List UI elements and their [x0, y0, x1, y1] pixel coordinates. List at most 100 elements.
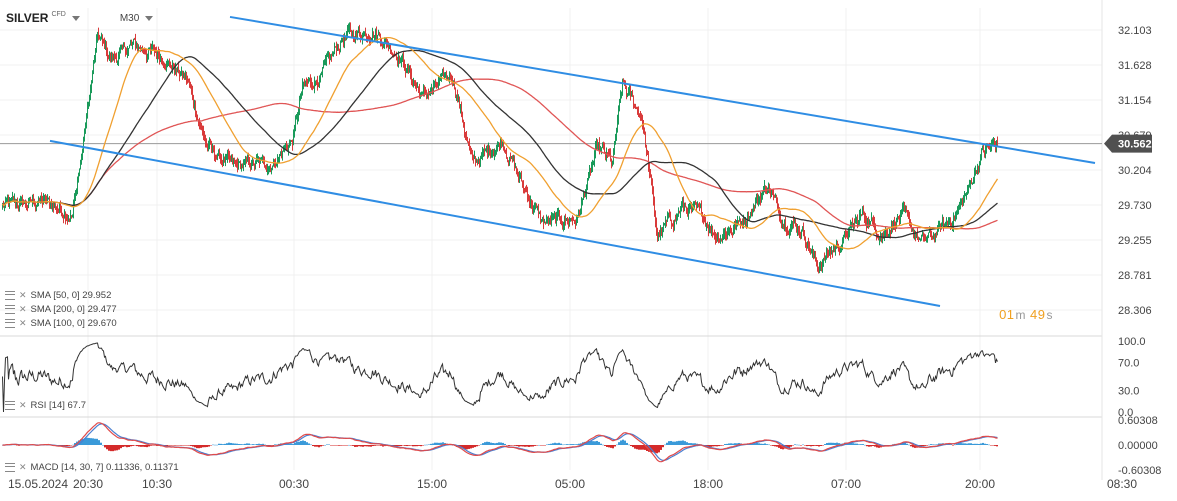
candle	[663, 222, 664, 233]
candle	[163, 61, 164, 68]
candle-body	[531, 200, 532, 205]
settings-icon[interactable]	[5, 305, 15, 314]
candle-body	[818, 266, 819, 270]
candle-body	[407, 67, 408, 69]
candle	[104, 37, 105, 49]
candle	[174, 63, 175, 76]
candle-body	[970, 181, 971, 185]
candle-body	[554, 213, 555, 215]
candle-body	[733, 229, 734, 233]
macd-bar	[302, 440, 304, 445]
close-icon[interactable]: ✕	[19, 290, 27, 300]
candle	[958, 204, 959, 215]
macd-bar	[784, 445, 786, 449]
candle-body	[710, 227, 711, 231]
candle-body	[658, 233, 659, 239]
candle-body	[659, 233, 660, 237]
candle	[145, 48, 146, 55]
candle-body	[392, 52, 393, 54]
close-icon[interactable]: ✕	[19, 462, 27, 472]
candle-body	[875, 229, 876, 233]
candle	[553, 213, 554, 220]
timeframe-label[interactable]: M30	[119, 12, 140, 24]
candle-body	[544, 221, 545, 224]
settings-icon[interactable]	[5, 401, 15, 410]
candle-body	[630, 89, 631, 97]
candle-body	[756, 197, 757, 203]
candle	[276, 163, 277, 167]
macd-bar	[688, 443, 690, 445]
candle-body	[883, 234, 884, 236]
candle	[658, 232, 659, 241]
candle-body	[949, 220, 950, 222]
candle-body	[962, 198, 963, 203]
candle-body	[638, 110, 639, 117]
candle-body	[292, 141, 293, 146]
candle-body	[581, 201, 582, 209]
candle-body	[720, 239, 721, 243]
candle-body	[938, 223, 939, 229]
macd-bar	[492, 442, 494, 445]
candle-body	[45, 196, 46, 201]
candle	[981, 148, 982, 161]
channel-lower-line[interactable]	[49, 139, 941, 308]
macd-bar	[866, 445, 868, 447]
macd-bar	[424, 444, 426, 446]
candle-body	[802, 226, 803, 231]
symbol-dropdown-icon[interactable]	[71, 15, 80, 21]
candle	[837, 240, 838, 249]
candle-body	[514, 159, 515, 169]
candle-body	[186, 76, 187, 81]
candle	[868, 216, 869, 229]
macd-bar	[518, 445, 520, 447]
candle-body	[416, 85, 417, 87]
timeframe-dropdown-icon[interactable]	[145, 15, 154, 21]
candle	[696, 202, 697, 212]
candle	[274, 159, 275, 168]
close-icon[interactable]: ✕	[19, 318, 27, 328]
close-icon[interactable]: ✕	[19, 400, 27, 410]
macd-bar	[572, 444, 574, 445]
candle-body	[751, 212, 752, 215]
candle-body	[55, 205, 56, 209]
candle-body	[617, 119, 618, 131]
candle	[650, 168, 651, 178]
candle-body	[757, 197, 758, 202]
candle	[368, 33, 369, 40]
close-icon[interactable]: ✕	[19, 304, 27, 314]
candle	[614, 141, 615, 155]
settings-icon[interactable]	[5, 319, 15, 328]
candle	[38, 196, 39, 207]
candle	[373, 31, 374, 39]
macd-bar	[690, 443, 692, 445]
channel-upper-line[interactable]	[229, 15, 1096, 164]
macd-histogram	[2, 437, 998, 454]
candle	[443, 67, 444, 78]
candle-body	[750, 212, 751, 218]
macd-bar	[364, 445, 366, 447]
candle	[729, 227, 730, 237]
candle-body	[221, 158, 222, 161]
candle	[893, 219, 894, 230]
macd-bar	[224, 443, 226, 445]
candle	[196, 110, 197, 122]
symbol-label[interactable]: SILVER	[6, 11, 49, 25]
candle-body	[328, 55, 329, 57]
macd-bar	[552, 443, 554, 445]
candle-body	[477, 159, 478, 162]
candle	[434, 80, 435, 89]
candle	[677, 213, 678, 221]
macd-bar	[822, 445, 824, 446]
candle-body	[362, 36, 363, 40]
macd-bar	[600, 443, 602, 445]
candle	[263, 155, 264, 165]
candle-body	[980, 155, 981, 165]
macd-bar	[934, 444, 936, 446]
candle-body	[253, 160, 254, 165]
macd-bar	[814, 445, 816, 446]
candle	[789, 228, 790, 239]
settings-icon[interactable]	[5, 463, 15, 472]
candle	[724, 228, 725, 240]
settings-icon[interactable]	[5, 291, 15, 300]
